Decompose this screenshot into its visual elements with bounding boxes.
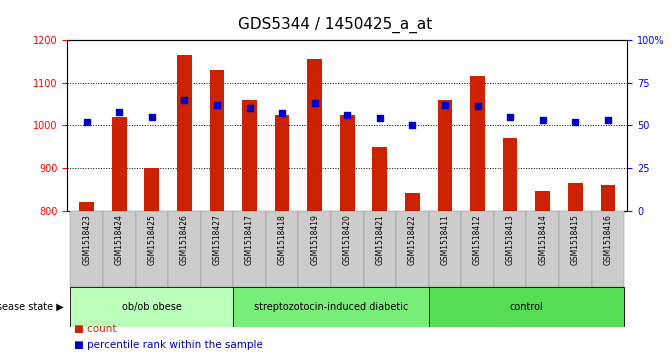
Bar bbox=[494, 211, 527, 287]
Point bbox=[342, 112, 353, 118]
Text: GSM1518421: GSM1518421 bbox=[375, 214, 384, 265]
Text: disease state ▶: disease state ▶ bbox=[0, 302, 64, 312]
Text: GSM1518413: GSM1518413 bbox=[506, 214, 515, 265]
Bar bbox=[266, 211, 299, 287]
Point bbox=[570, 119, 580, 125]
Point bbox=[603, 117, 613, 123]
Point bbox=[374, 115, 385, 121]
Point bbox=[537, 117, 548, 123]
Bar bbox=[299, 211, 331, 287]
Bar bbox=[429, 211, 461, 287]
Text: GSM1518411: GSM1518411 bbox=[440, 214, 450, 265]
Bar bbox=[372, 147, 387, 211]
Bar bbox=[177, 55, 192, 211]
Point bbox=[211, 102, 222, 108]
Bar bbox=[242, 100, 257, 211]
Text: GSM1518423: GSM1518423 bbox=[82, 214, 91, 265]
Point bbox=[309, 100, 320, 106]
Point bbox=[472, 103, 483, 109]
Point bbox=[440, 102, 450, 108]
Text: control: control bbox=[509, 302, 544, 312]
Text: GSM1518418: GSM1518418 bbox=[278, 214, 287, 265]
Text: GSM1518414: GSM1518414 bbox=[538, 214, 547, 265]
Bar bbox=[144, 168, 159, 211]
Text: ■ percentile rank within the sample: ■ percentile rank within the sample bbox=[74, 340, 262, 350]
Point bbox=[81, 119, 92, 125]
Bar bbox=[340, 115, 354, 211]
Bar bbox=[103, 211, 136, 287]
Bar bbox=[461, 211, 494, 287]
Bar bbox=[364, 211, 396, 287]
Bar bbox=[503, 138, 517, 211]
Bar bbox=[79, 202, 94, 211]
Bar bbox=[70, 211, 103, 287]
Bar bbox=[396, 211, 429, 287]
Text: GSM1518419: GSM1518419 bbox=[310, 214, 319, 265]
Text: GDS5344 / 1450425_a_at: GDS5344 / 1450425_a_at bbox=[238, 16, 433, 33]
Point bbox=[407, 122, 418, 128]
Bar bbox=[527, 211, 559, 287]
Bar bbox=[470, 76, 485, 211]
Bar bbox=[568, 183, 582, 211]
Bar bbox=[209, 70, 224, 211]
Bar bbox=[601, 185, 615, 211]
Text: GSM1518417: GSM1518417 bbox=[245, 214, 254, 265]
Text: GSM1518412: GSM1518412 bbox=[473, 214, 482, 265]
Bar bbox=[592, 211, 624, 287]
Bar bbox=[112, 117, 127, 211]
Text: GSM1518425: GSM1518425 bbox=[148, 214, 156, 265]
Bar bbox=[234, 287, 429, 327]
Text: GSM1518426: GSM1518426 bbox=[180, 214, 189, 265]
Point bbox=[114, 109, 125, 114]
Point bbox=[505, 114, 515, 120]
Text: ob/ob obese: ob/ob obese bbox=[122, 302, 182, 312]
Point bbox=[179, 97, 190, 103]
Bar bbox=[234, 211, 266, 287]
Point bbox=[146, 114, 157, 120]
Point bbox=[276, 110, 287, 116]
Text: GSM1518424: GSM1518424 bbox=[115, 214, 123, 265]
Bar bbox=[274, 115, 289, 211]
Text: ■ count: ■ count bbox=[74, 324, 116, 334]
Text: GSM1518416: GSM1518416 bbox=[603, 214, 613, 265]
Point bbox=[244, 105, 255, 111]
Text: GSM1518422: GSM1518422 bbox=[408, 214, 417, 265]
Bar bbox=[307, 59, 322, 211]
Bar bbox=[559, 211, 592, 287]
Bar bbox=[168, 211, 201, 287]
Text: GSM1518420: GSM1518420 bbox=[343, 214, 352, 265]
Bar bbox=[136, 211, 168, 287]
Text: GSM1518415: GSM1518415 bbox=[571, 214, 580, 265]
Text: GSM1518427: GSM1518427 bbox=[213, 214, 221, 265]
Bar bbox=[70, 287, 234, 327]
Bar bbox=[535, 191, 550, 211]
Bar bbox=[429, 287, 624, 327]
Text: streptozotocin-induced diabetic: streptozotocin-induced diabetic bbox=[254, 302, 408, 312]
Bar bbox=[405, 193, 420, 211]
Bar bbox=[331, 211, 364, 287]
Bar bbox=[201, 211, 234, 287]
Bar bbox=[437, 100, 452, 211]
